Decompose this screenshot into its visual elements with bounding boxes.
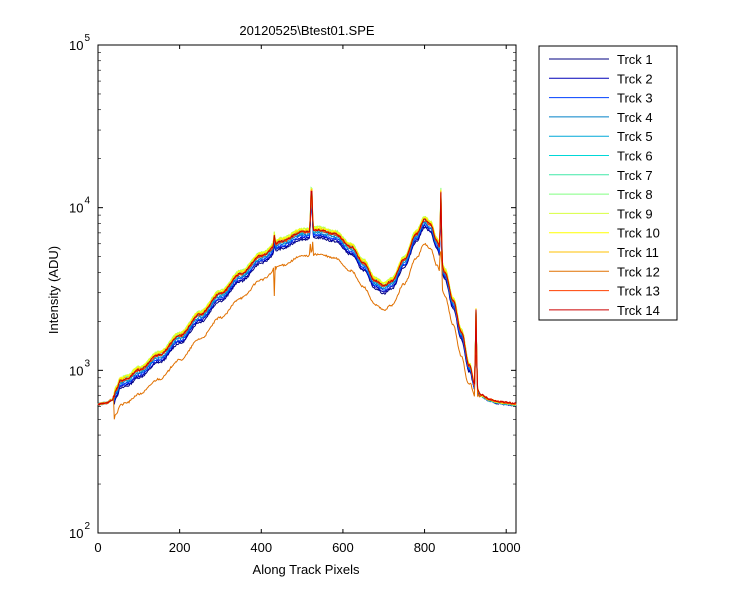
axes-frame [97, 44, 517, 534]
plot-area: 0 200 400 600 800 1000 102 103 104 105 [69, 33, 521, 555]
series-line-12 [97, 241, 517, 420]
legend-entry: Trck 12 [617, 264, 660, 279]
legend-entry: Trck 1 [617, 52, 653, 67]
x-tick-label: 800 [414, 540, 436, 555]
x-axis: 0 200 400 600 800 1000 [94, 45, 521, 555]
y-tick-label: 103 [69, 358, 90, 378]
series-layer [97, 186, 517, 420]
legend-entry: Trck 3 [617, 91, 653, 106]
legend-items: Trck 1 Trck 2 Trck 3 Trck 4 Trck 5 Trck 6 Trck… [549, 52, 660, 318]
legend-entry: Trck 6 [617, 149, 653, 164]
legend-entry: Trck 14 [617, 303, 660, 318]
y-tick-label: 104 [69, 196, 90, 216]
legend-entry: Trck 9 [617, 206, 653, 221]
series-line-2 [97, 196, 517, 407]
x-tick-label: 200 [169, 540, 191, 555]
series-line-14 [97, 190, 517, 406]
legend-entry: Trck 10 [617, 226, 660, 241]
legend-entry: Trck 11 [617, 245, 659, 260]
x-tick-label: 600 [332, 540, 354, 555]
y-tick-label: 102 [69, 521, 90, 541]
legend-entry: Trck 13 [617, 284, 660, 299]
legend-entry: Trck 4 [617, 110, 653, 125]
legend-entry: Trck 8 [617, 187, 653, 202]
x-tick-label: 1000 [492, 540, 521, 555]
x-tick-label: 400 [250, 540, 272, 555]
legend-box [538, 45, 678, 321]
y-axis-label: Intensity (ADU) [46, 246, 61, 334]
chart-title: 20120525\Btest01.SPE [239, 23, 374, 38]
legend-entry: Trck 2 [617, 71, 653, 86]
legend-entry: Trck 5 [617, 129, 653, 144]
legend-entry: Trck 7 [617, 168, 653, 183]
x-tick-label: 0 [94, 540, 101, 555]
legend: Trck 1 Trck 2 Trck 3 Trck 4 Trck 5 Trck 6 Trck… [538, 45, 678, 321]
x-axis-label: Along Track Pixels [253, 562, 360, 577]
y-axis: 102 103 104 105 [69, 33, 516, 541]
y-tick-label: 105 [69, 33, 90, 53]
